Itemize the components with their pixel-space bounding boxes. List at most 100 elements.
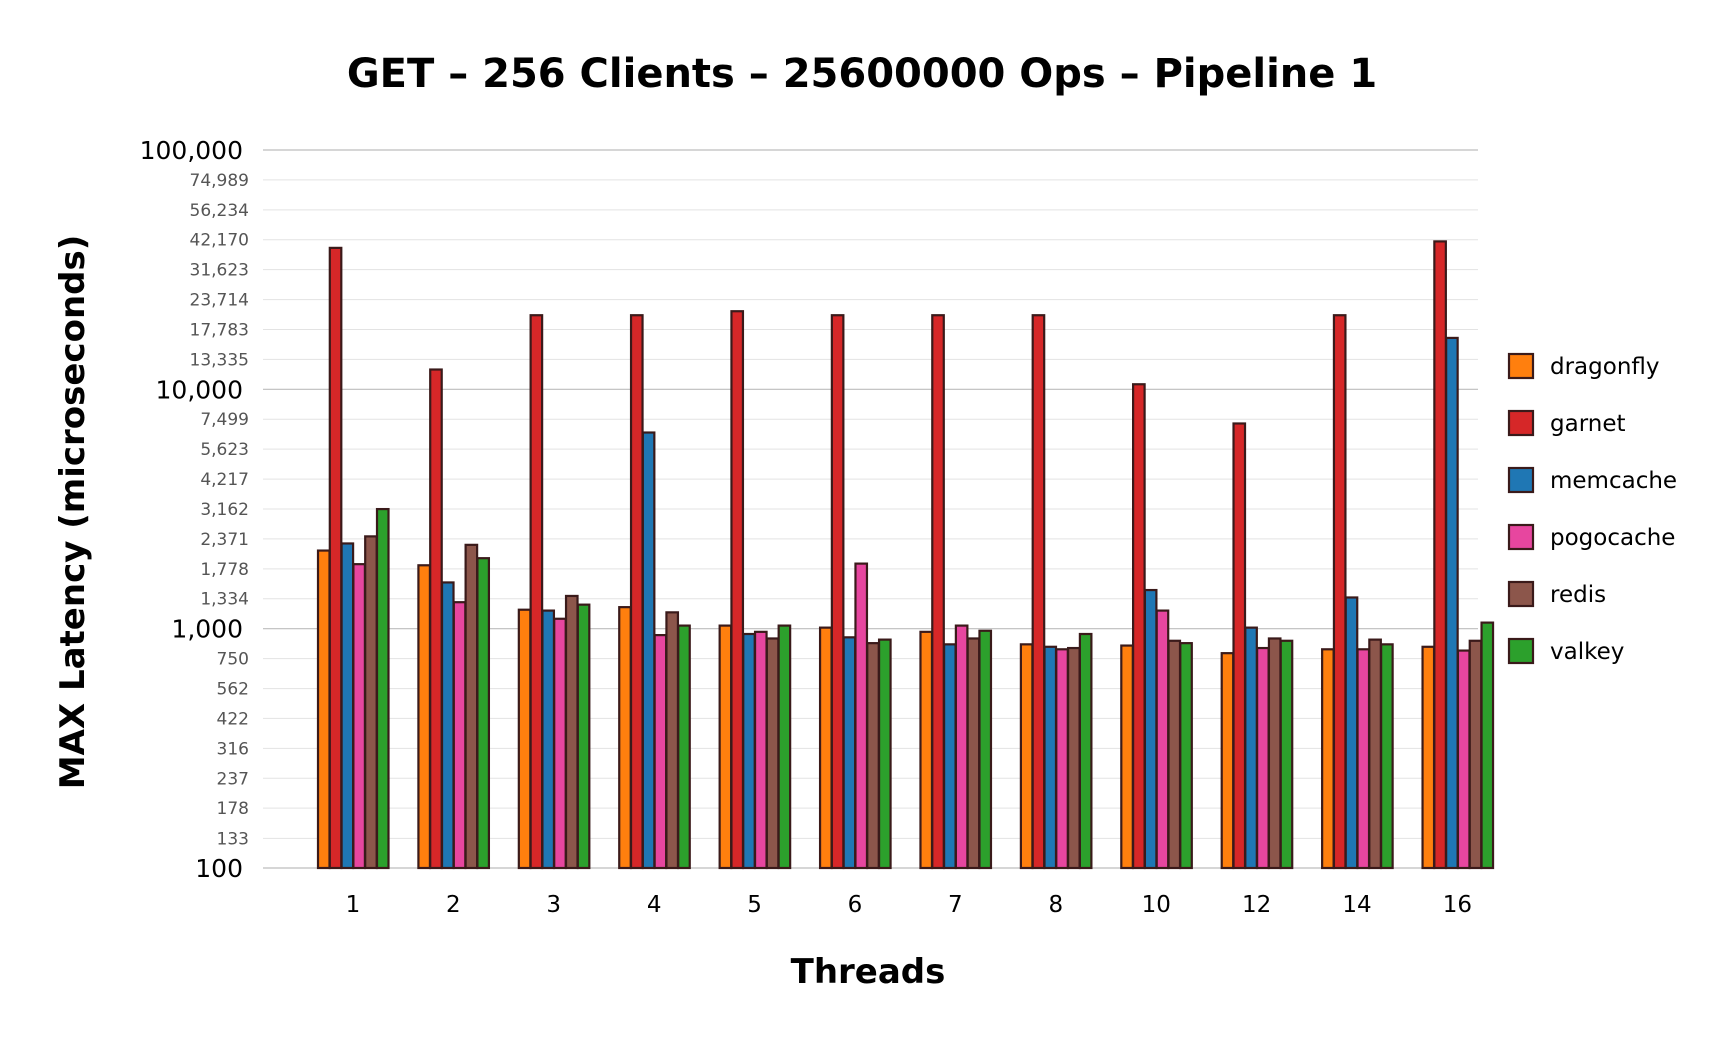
- bar-dragonfly-2: [417, 564, 432, 870]
- bar-groups: [316, 240, 1495, 870]
- bar-valkey-6: [877, 638, 892, 870]
- chart-title: GET – 256 Clients – 25600000 Ops – Pipel…: [347, 51, 1377, 97]
- bar-group-3: [517, 314, 591, 870]
- bar-memcache-12: [1244, 626, 1258, 870]
- y-tick-label-minor: 13,335: [190, 350, 249, 370]
- bar-group-1: [316, 246, 390, 870]
- bar-valkey-16: [1480, 621, 1495, 870]
- y-tick-label-minor: 750: [217, 650, 249, 670]
- bar-dragonfly-16: [1421, 645, 1436, 870]
- y-tick-label-minor: 1,778: [200, 560, 249, 580]
- bar-memcache-6: [842, 636, 857, 870]
- bar-group-14: [1321, 314, 1394, 870]
- legend-item-memcache: memcache: [1507, 466, 1677, 494]
- y-tick-label-minor: 316: [217, 739, 249, 759]
- bar-pogocache-4: [653, 633, 668, 870]
- bar-group-10: [1120, 383, 1193, 870]
- y-tick-label-minor: 4,217: [200, 470, 249, 490]
- bar-memcache-14: [1344, 596, 1359, 870]
- bar-redis-5: [765, 637, 780, 870]
- bar-pogocache-2: [452, 601, 467, 870]
- bar-redis-6: [866, 642, 880, 870]
- y-tick-label-major: 10,000: [156, 375, 243, 404]
- bar-memcache-3: [541, 609, 556, 870]
- x-tick-label: 16: [1443, 892, 1472, 918]
- bar-pogocache-16: [1456, 649, 1471, 870]
- y-tick-label-minor: 422: [217, 709, 249, 729]
- bar-garnet-7: [931, 314, 945, 870]
- x-tick-label: 12: [1242, 892, 1271, 918]
- y-tick-label-minor: 23,714: [190, 291, 249, 311]
- bar-valkey-5: [777, 624, 792, 870]
- bar-redis-3: [564, 594, 579, 870]
- legend-item-valkey: valkey: [1507, 637, 1624, 665]
- x-tick-label: 7: [948, 892, 963, 918]
- bar-pogocache-7: [954, 624, 969, 870]
- bar-redis-1: [364, 535, 378, 870]
- bar-group-8: [1019, 314, 1093, 870]
- bar-pogocache-12: [1256, 646, 1270, 870]
- bar-valkey-4: [677, 624, 691, 870]
- bar-valkey-1: [375, 507, 390, 870]
- bar-redis-10: [1167, 639, 1182, 870]
- y-tick-label-major: 100: [195, 854, 243, 883]
- bar-pogocache-14: [1356, 648, 1371, 870]
- y-tick-label-minor: 5,623: [200, 440, 249, 460]
- bar-group-4: [618, 314, 691, 870]
- x-tick-label: 8: [1048, 892, 1063, 918]
- bar-memcache-4: [641, 431, 656, 870]
- y-tick-label-minor: 562: [217, 680, 249, 700]
- x-tick-label: 2: [446, 892, 461, 918]
- bar-dragonfly-7: [919, 630, 934, 870]
- bar-group-12: [1220, 422, 1294, 870]
- y-tick-label-minor: 2,371: [200, 530, 249, 550]
- x-tick-label: 5: [747, 892, 762, 918]
- bar-memcache-16: [1445, 336, 1459, 870]
- legend-label-pogocache: pogocache: [1550, 525, 1675, 551]
- bar-garnet-1: [328, 246, 343, 870]
- bar-group-6: [818, 314, 892, 870]
- bar-pogocache-10: [1155, 609, 1170, 870]
- bar-pogocache-8: [1055, 648, 1069, 870]
- bar-valkey-14: [1380, 643, 1394, 870]
- bar-redis-4: [665, 611, 680, 870]
- bar-valkey-8: [1078, 632, 1093, 870]
- legend-label-memcache: memcache: [1550, 468, 1677, 494]
- x-tick-label: 1: [346, 892, 361, 918]
- bar-group-16: [1421, 240, 1495, 870]
- bar-redis-12: [1267, 637, 1282, 870]
- bar-garnet-12: [1232, 422, 1247, 870]
- bar-pogocache-1: [352, 563, 366, 870]
- x-axis-ticks: 1 2 3 4 5 6 7 8 10 12 14 16: [346, 892, 1473, 918]
- bar-garnet-8: [1031, 314, 1046, 870]
- y-tick-label-minor: 178: [217, 799, 249, 819]
- y-tick-label-minor: 1,334: [200, 590, 249, 610]
- y-tick-label-minor: 133: [217, 829, 249, 849]
- y-tick-label-minor: 56,234: [190, 201, 249, 221]
- legend-swatch-redis: [1507, 580, 1535, 608]
- bar-garnet-4: [629, 314, 644, 870]
- bar-garnet-14: [1332, 314, 1347, 870]
- bar-memcache-7: [942, 643, 957, 870]
- legend-swatch-pogocache: [1507, 523, 1535, 551]
- y-tick-label-minor: 42,170: [190, 231, 249, 251]
- legend-swatch-garnet: [1507, 409, 1535, 437]
- y-tick-label-minor: 237: [217, 769, 249, 789]
- bar-pogocache-3: [553, 617, 567, 870]
- bar-memcache-1: [340, 542, 355, 870]
- bar-memcache-8: [1043, 645, 1058, 870]
- legend-label-redis: redis: [1550, 582, 1606, 608]
- y-tick-label-major: 1,000: [171, 615, 243, 644]
- legend-swatch-valkey: [1507, 637, 1535, 665]
- y-axis-ticks: 133 178 237 316 422 562 750 1,334 1,778 2,371 3,16…: [140, 136, 249, 883]
- legend-swatch-memcache: [1507, 466, 1535, 494]
- legend-item-dragonfly: dragonfly: [1507, 352, 1660, 380]
- bar-redis-8: [1066, 646, 1081, 870]
- x-tick-label: 10: [1142, 892, 1171, 918]
- bar-group-2: [417, 368, 491, 870]
- legend-item-pogocache: pogocache: [1507, 523, 1675, 551]
- bar-memcache-2: [440, 581, 455, 870]
- x-axis-title: Threads: [791, 952, 946, 992]
- bar-pogocache-5: [753, 630, 768, 870]
